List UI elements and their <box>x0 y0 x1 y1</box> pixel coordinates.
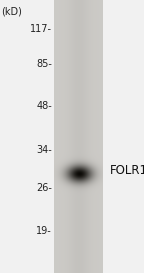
Text: 26-: 26- <box>36 183 52 193</box>
Text: 34-: 34- <box>36 145 52 155</box>
Text: (kD): (kD) <box>1 7 22 17</box>
Text: 19-: 19- <box>36 226 52 236</box>
Text: 85-: 85- <box>36 59 52 69</box>
Text: 48-: 48- <box>36 102 52 111</box>
Text: 117-: 117- <box>30 24 52 34</box>
Text: FOLR1: FOLR1 <box>109 164 144 177</box>
